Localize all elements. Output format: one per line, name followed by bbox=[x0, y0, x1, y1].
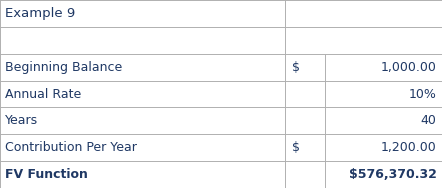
Text: Years: Years bbox=[5, 114, 38, 127]
Text: Annual Rate: Annual Rate bbox=[5, 87, 82, 101]
Text: Example 9: Example 9 bbox=[5, 7, 76, 20]
Text: Contribution Per Year: Contribution Per Year bbox=[5, 141, 137, 154]
Text: $: $ bbox=[292, 141, 300, 154]
Text: $: $ bbox=[292, 61, 300, 74]
Text: 40: 40 bbox=[421, 114, 437, 127]
Text: 1,000.00: 1,000.00 bbox=[381, 61, 437, 74]
Text: 1,200.00: 1,200.00 bbox=[381, 141, 437, 154]
Text: FV Function: FV Function bbox=[5, 168, 88, 181]
Text: $576,370.32: $576,370.32 bbox=[349, 168, 437, 181]
Text: 10%: 10% bbox=[409, 87, 437, 101]
Text: Beginning Balance: Beginning Balance bbox=[5, 61, 122, 74]
